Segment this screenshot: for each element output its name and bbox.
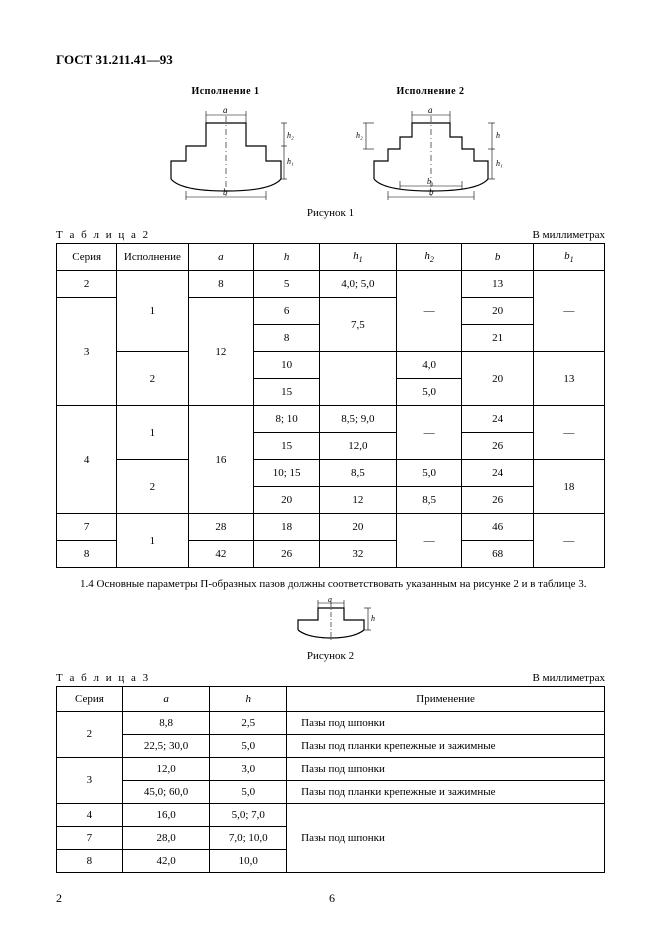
footer-center: 6 <box>329 891 335 906</box>
table-row: 4 16,0 5,0; 7,0 Пазы под шпонки <box>57 803 605 826</box>
table-row: 2 1 8 5 4,0; 5,0 — 13 — <box>57 271 605 298</box>
table-3: Серия a h Применение 2 8,8 2,5 Пазы под … <box>56 686 605 873</box>
figure-1-caption: Рисунок 1 <box>56 207 605 219</box>
variant-2-svg: a h₂ h h₁ <box>356 101 506 201</box>
table-row: 45,0; 60,0 5,0 Пазы под планки крепежные… <box>57 780 605 803</box>
svg-text:a: a <box>428 105 433 115</box>
variant-1-svg: a b h₂ h₁ <box>156 101 296 201</box>
variant-2-title: Исполнение 2 <box>396 86 464 97</box>
svg-text:h: h <box>371 614 375 623</box>
t3-h-seria: Серия <box>57 686 123 711</box>
t2-h-seria: Серия <box>57 244 117 271</box>
table-2: Серия Исполнение a h h1 h2 b b1 2 1 8 5 … <box>56 243 605 568</box>
table-row: 4 1 16 8; 10 8,5; 9,0 — 24 — <box>57 406 605 433</box>
table3-label: Т а б л и ц а 3 <box>56 672 150 684</box>
table-row: 2 10 4,0 20 13 <box>57 352 605 379</box>
figure-2: a h <box>56 598 605 644</box>
table-row: 7 1 28 18 20 — 46 — <box>57 514 605 541</box>
table-row: 2 8,8 2,5 Пазы под шпонки <box>57 711 605 734</box>
svg-text:h₁: h₁ <box>496 159 503 168</box>
t2-h-h1: h1 <box>320 244 397 271</box>
table-row: 22,5; 30,0 5,0 Пазы под планки крепежные… <box>57 734 605 757</box>
t2-h-a: a <box>188 244 254 271</box>
paragraph-1-4: 1.4 Основные параметры П-образных пазов … <box>56 578 605 592</box>
variant-1-title: Исполнение 1 <box>191 86 259 97</box>
table3-units: В миллиметрах <box>533 672 605 684</box>
figure-1: Исполнение 1 a <box>56 86 605 201</box>
svg-text:b₁: b₁ <box>427 177 434 186</box>
svg-text:a: a <box>328 598 332 604</box>
table2-units: В миллиметрах <box>533 229 605 241</box>
svg-text:b: b <box>223 187 228 197</box>
t2-h-b1: b1 <box>533 244 604 271</box>
svg-text:a: a <box>223 105 228 115</box>
t3-h-a: a <box>122 686 210 711</box>
doc-code: ГОСТ 31.211.41—93 <box>56 52 605 68</box>
t2-h-h: h <box>254 244 320 271</box>
t2-h-b: b <box>462 244 533 271</box>
footer-left: 2 <box>56 891 62 906</box>
table-row: 2 10; 15 8,5 5,0 24 18 <box>57 460 605 487</box>
figure-2-caption: Рисунок 2 <box>56 650 605 662</box>
page-footer: 2 6 . <box>56 891 605 906</box>
t2-h-ispol: Исполнение <box>117 244 188 271</box>
svg-text:b: b <box>429 187 434 197</box>
svg-text:h₂: h₂ <box>356 131 363 140</box>
table2-label: Т а б л и ц а 2 <box>56 229 150 241</box>
t3-h-h: h <box>210 686 287 711</box>
svg-text:h₂: h₂ <box>287 131 294 140</box>
t2-h-h2: h2 <box>396 244 462 271</box>
table-row: 3 12,0 3,0 Пазы под шпонки <box>57 757 605 780</box>
t3-h-app: Применение <box>287 686 605 711</box>
svg-text:h₁: h₁ <box>287 157 294 166</box>
svg-text:h: h <box>496 131 500 140</box>
